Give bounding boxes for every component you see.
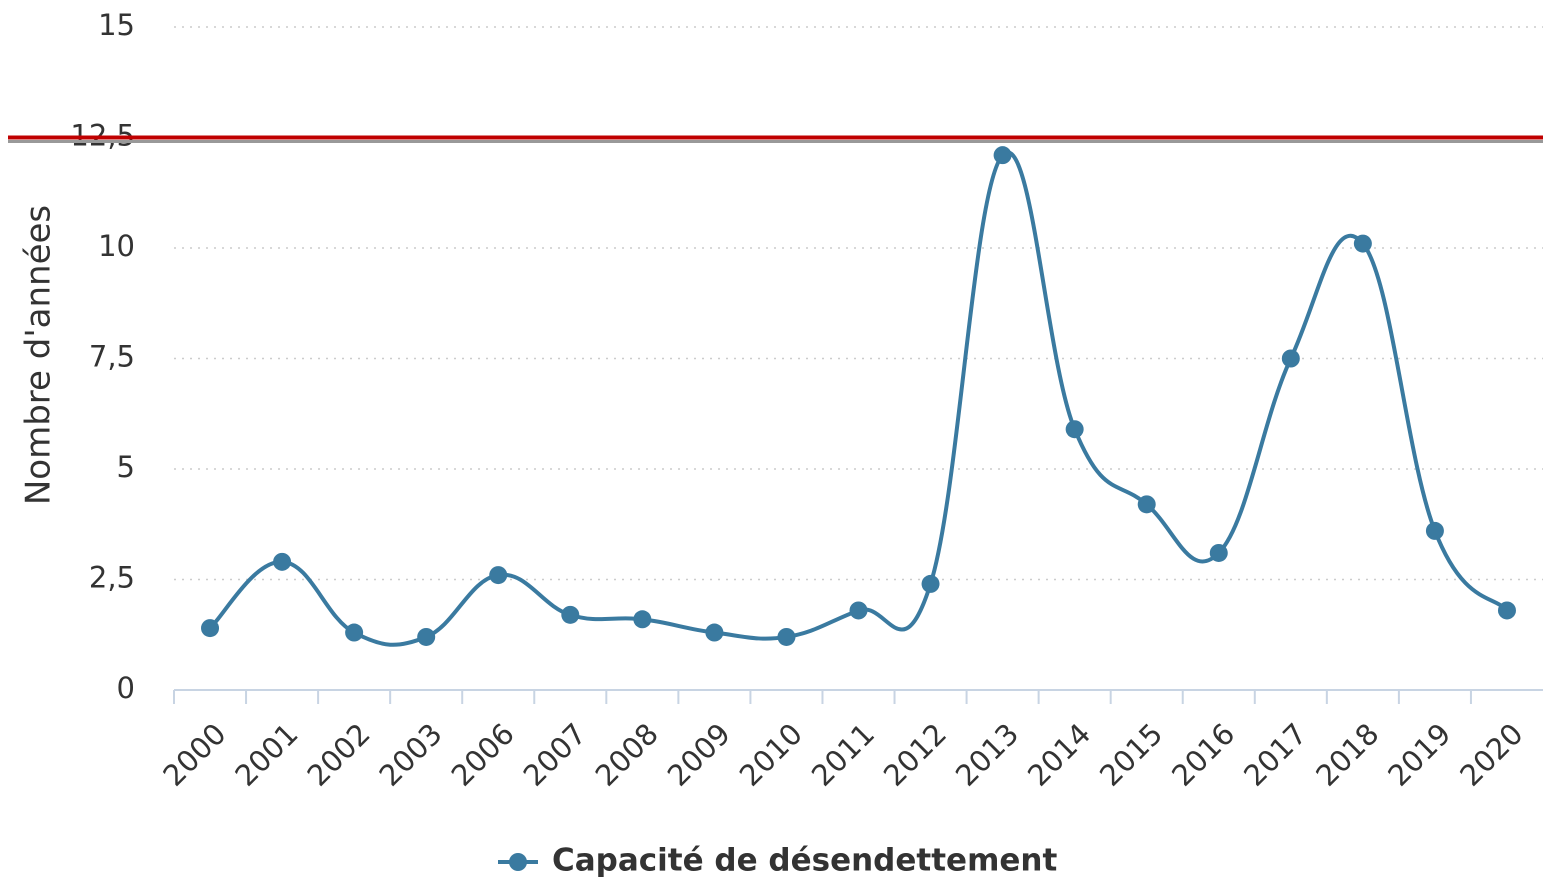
x-tick-label: 2018: [1309, 717, 1385, 793]
y-tick-label: 15: [98, 8, 135, 42]
x-tick-label: 2011: [805, 717, 881, 793]
y-tick-label: 0: [117, 671, 135, 705]
point: [345, 623, 364, 642]
point: [705, 623, 724, 642]
x-tick-label: 2013: [949, 717, 1025, 793]
x-tick-label: 2015: [1093, 717, 1169, 793]
point: [1425, 521, 1444, 540]
y-axis-title: Nombre d'années: [19, 205, 59, 505]
point: [489, 566, 508, 585]
x-tick-label: 2017: [1237, 717, 1313, 793]
point: [561, 605, 580, 624]
x-tick-label: 2009: [661, 717, 737, 793]
point: [777, 627, 796, 646]
legend-label: Capacité de désendettement: [552, 843, 1057, 879]
x-tick-label: 2008: [589, 717, 665, 793]
point: [1209, 543, 1228, 562]
point: [1065, 420, 1084, 439]
y-tick-label: 7,5: [89, 340, 135, 374]
x-tick-label: 2019: [1381, 717, 1457, 793]
point: [273, 552, 292, 571]
x-tick-label: 2016: [1165, 717, 1241, 793]
x-tick-label: 2002: [301, 717, 377, 793]
x-tick-label: 2001: [228, 717, 304, 793]
x-tick-label: 2003: [373, 717, 449, 793]
point: [1137, 495, 1156, 514]
point: [993, 146, 1012, 165]
x-tick-label: 2000: [156, 717, 232, 793]
x-tick-label: 2007: [517, 717, 593, 793]
y-tick-label: 2,5: [89, 561, 135, 595]
point: [921, 574, 940, 593]
point: [417, 627, 436, 646]
y-tick-label: 10: [98, 229, 135, 263]
x-tick-label: 2020: [1453, 717, 1529, 793]
point: [849, 601, 868, 620]
point: [1497, 601, 1516, 620]
series-line: [208, 150, 1509, 647]
x-tick-label: 2012: [877, 717, 953, 793]
x-tick-label: 2014: [1021, 717, 1097, 793]
point: [1281, 349, 1300, 368]
point: [201, 619, 220, 638]
point: [1353, 234, 1372, 253]
y-tick-label: 5: [117, 450, 135, 484]
x-tick-label: 2006: [445, 717, 521, 793]
legend-marker: [509, 853, 527, 871]
x-tick-label: 2010: [733, 717, 809, 793]
point: [633, 610, 652, 629]
